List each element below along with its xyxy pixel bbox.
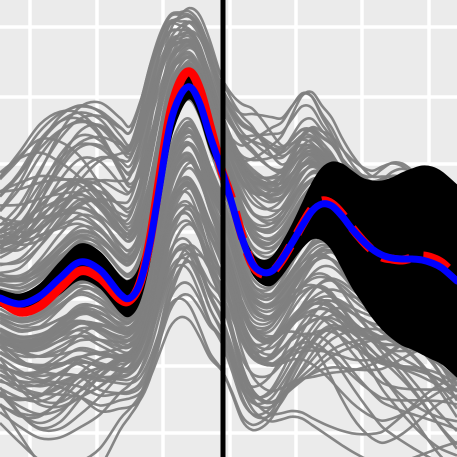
mean-series [0, 83, 457, 308]
sample-curve-84 [0, 211, 457, 436]
sample-curve-72 [0, 184, 457, 406]
sample-curve-54 [0, 260, 457, 457]
sample-curve-66 [0, 204, 457, 393]
sample-curve-75 [0, 181, 457, 397]
sample-curve-43 [0, 244, 432, 457]
sample-curve-65 [0, 183, 457, 425]
sample-curve-96 [0, 263, 457, 446]
mean-line [0, 83, 457, 308]
sample-curve-71 [0, 187, 457, 416]
sample-curve-14 [0, 293, 457, 457]
sample-curve-99 [0, 158, 457, 405]
sample-curve-79 [0, 39, 457, 216]
